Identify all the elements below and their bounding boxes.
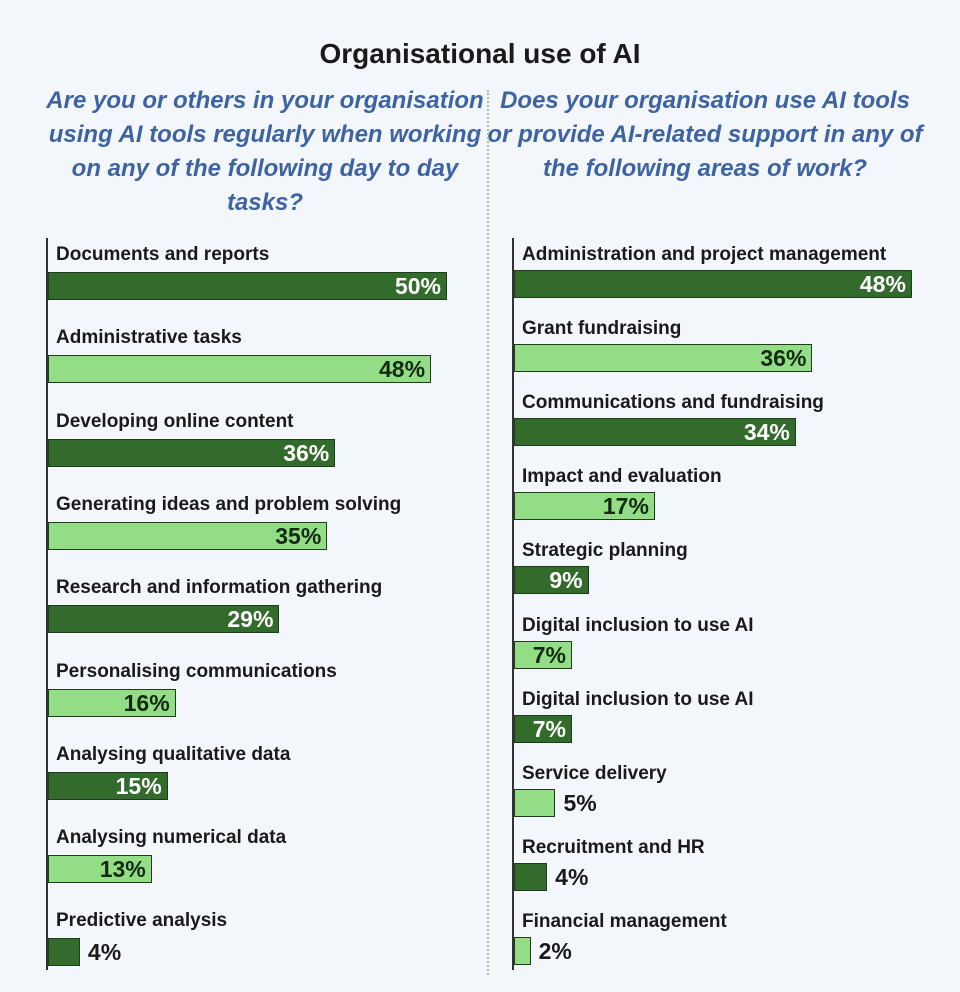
value-label: 48% <box>859 271 906 297</box>
category-label: Communications and fundraising <box>522 392 824 414</box>
bar <box>514 492 655 521</box>
value-label: 34% <box>743 419 790 446</box>
value-label: 4% <box>87 939 122 966</box>
category-label: Predictive analysis <box>56 910 228 932</box>
category-label: Digital inclusion to use AI <box>522 688 754 710</box>
bar <box>48 938 80 967</box>
right-axis-line <box>512 238 514 970</box>
category-label: Financial management <box>522 910 727 932</box>
category-label: Grant fundraising <box>522 318 682 340</box>
category-label: Analysing qualitative data <box>56 743 291 765</box>
bar <box>48 521 328 550</box>
value-label: 5% <box>563 789 597 816</box>
category-label: Research and information gathering <box>56 577 383 599</box>
bar <box>48 605 280 634</box>
category-label: Strategic planning <box>522 540 688 562</box>
category-label: Digital inclusion to use AI <box>522 614 754 636</box>
bar <box>514 640 573 669</box>
right-chart-question: Does your organisation use AI tools or p… <box>487 87 923 182</box>
bar <box>48 855 152 884</box>
category-label: Recruitment and HR <box>522 836 705 858</box>
bar <box>48 272 447 300</box>
category-label: Developing online content <box>56 410 294 432</box>
value-label: 9% <box>549 567 583 594</box>
bar <box>514 566 589 595</box>
value-label: 16% <box>123 689 170 716</box>
category-label: Administrative tasks <box>56 327 242 349</box>
value-label: 35% <box>275 522 322 549</box>
value-label: 15% <box>115 772 162 799</box>
bar <box>48 771 168 800</box>
value-label: 50% <box>394 273 441 299</box>
value-label: 29% <box>227 606 274 633</box>
category-label: Analysing numerical data <box>56 827 287 849</box>
category-label: Personalising communications <box>56 660 337 682</box>
value-label: 4% <box>555 863 589 890</box>
chart-title: Organisational use of AI <box>319 38 641 69</box>
category-label: Administration and project management <box>522 244 887 265</box>
bar <box>514 862 548 891</box>
bar <box>514 344 813 373</box>
value-label: 36% <box>283 439 330 466</box>
bar <box>514 714 573 743</box>
bar <box>48 688 176 717</box>
left-axis-line <box>46 238 48 970</box>
category-label: Documents and reports <box>56 244 270 265</box>
value-label: 48% <box>378 356 426 383</box>
value-label: 13% <box>99 856 146 883</box>
bar <box>514 936 531 965</box>
bar <box>48 438 336 467</box>
value-label: 2% <box>538 937 572 964</box>
value-label: 7% <box>532 715 567 742</box>
bar <box>514 788 556 817</box>
bar <box>514 270 912 298</box>
left-chart-question: Are you or others in your organisation u… <box>46 87 484 216</box>
value-label: 36% <box>760 345 807 372</box>
bar <box>514 418 796 447</box>
category-label: Generating ideas and problem solving <box>56 493 402 515</box>
divider <box>487 90 489 975</box>
category-label: Impact and evaluation <box>522 466 722 488</box>
value-label: 17% <box>602 493 649 520</box>
bar <box>48 355 432 384</box>
category-label: Service delivery <box>522 762 667 784</box>
value-label: 7% <box>532 641 567 668</box>
